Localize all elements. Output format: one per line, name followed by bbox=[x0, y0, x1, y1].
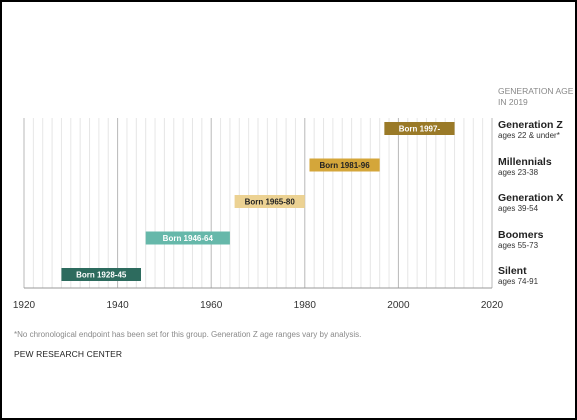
generation-name: Millennials bbox=[498, 155, 552, 168]
bar-label: Born 1997- bbox=[399, 125, 441, 134]
x-tick-label: 1960 bbox=[200, 300, 223, 311]
legend-title: GENERATION AGE IN 2019 bbox=[498, 86, 574, 107]
bar-silent bbox=[61, 268, 141, 281]
generation-ages: ages 39-54 bbox=[498, 204, 539, 213]
generation-label: Millennials ages 23-38 bbox=[498, 156, 552, 178]
bar-boomers bbox=[145, 231, 230, 245]
generation-name: Boomers bbox=[498, 228, 544, 241]
generation-ages: ages 23-38 bbox=[498, 167, 539, 177]
generation-label: Silent ages 74-91 bbox=[498, 265, 538, 287]
generations-chart: 1920 1940 1960 1980 2000 2020 Born 1997- Born 1… bbox=[13, 118, 504, 311]
bar-millennials bbox=[309, 158, 380, 172]
generation-name: Generation X bbox=[498, 192, 564, 204]
generation-ages: ages 55-73 bbox=[498, 240, 539, 250]
generation-name: Generation Z bbox=[498, 119, 563, 131]
x-tick-label: 2000 bbox=[387, 300, 410, 311]
x-tick-label: 1920 bbox=[13, 300, 36, 311]
bar-generation-z bbox=[384, 122, 455, 135]
footnote: *No chronological endpoint has been set … bbox=[14, 330, 362, 339]
x-tick-label: 1980 bbox=[294, 300, 317, 311]
bar-label: Born 1928-45 bbox=[76, 271, 127, 280]
bar-label: Born 1965-80 bbox=[245, 198, 296, 207]
generation-ages: ages 74-91 bbox=[498, 277, 539, 286]
source-credit: PEW RESEARCH CENTER bbox=[14, 349, 123, 359]
generation-label: Boomers ages 55-73 bbox=[498, 229, 544, 251]
bar-generation-x bbox=[234, 195, 305, 208]
bar-label: Born 1946-64 bbox=[163, 234, 214, 243]
bar-label: Born 1981-96 bbox=[319, 161, 370, 170]
generation-ages: ages 22 & under* bbox=[498, 131, 560, 140]
x-tick-label: 1940 bbox=[106, 300, 129, 311]
x-tick-label: 2020 bbox=[481, 300, 504, 311]
generation-name: Silent bbox=[498, 265, 527, 277]
